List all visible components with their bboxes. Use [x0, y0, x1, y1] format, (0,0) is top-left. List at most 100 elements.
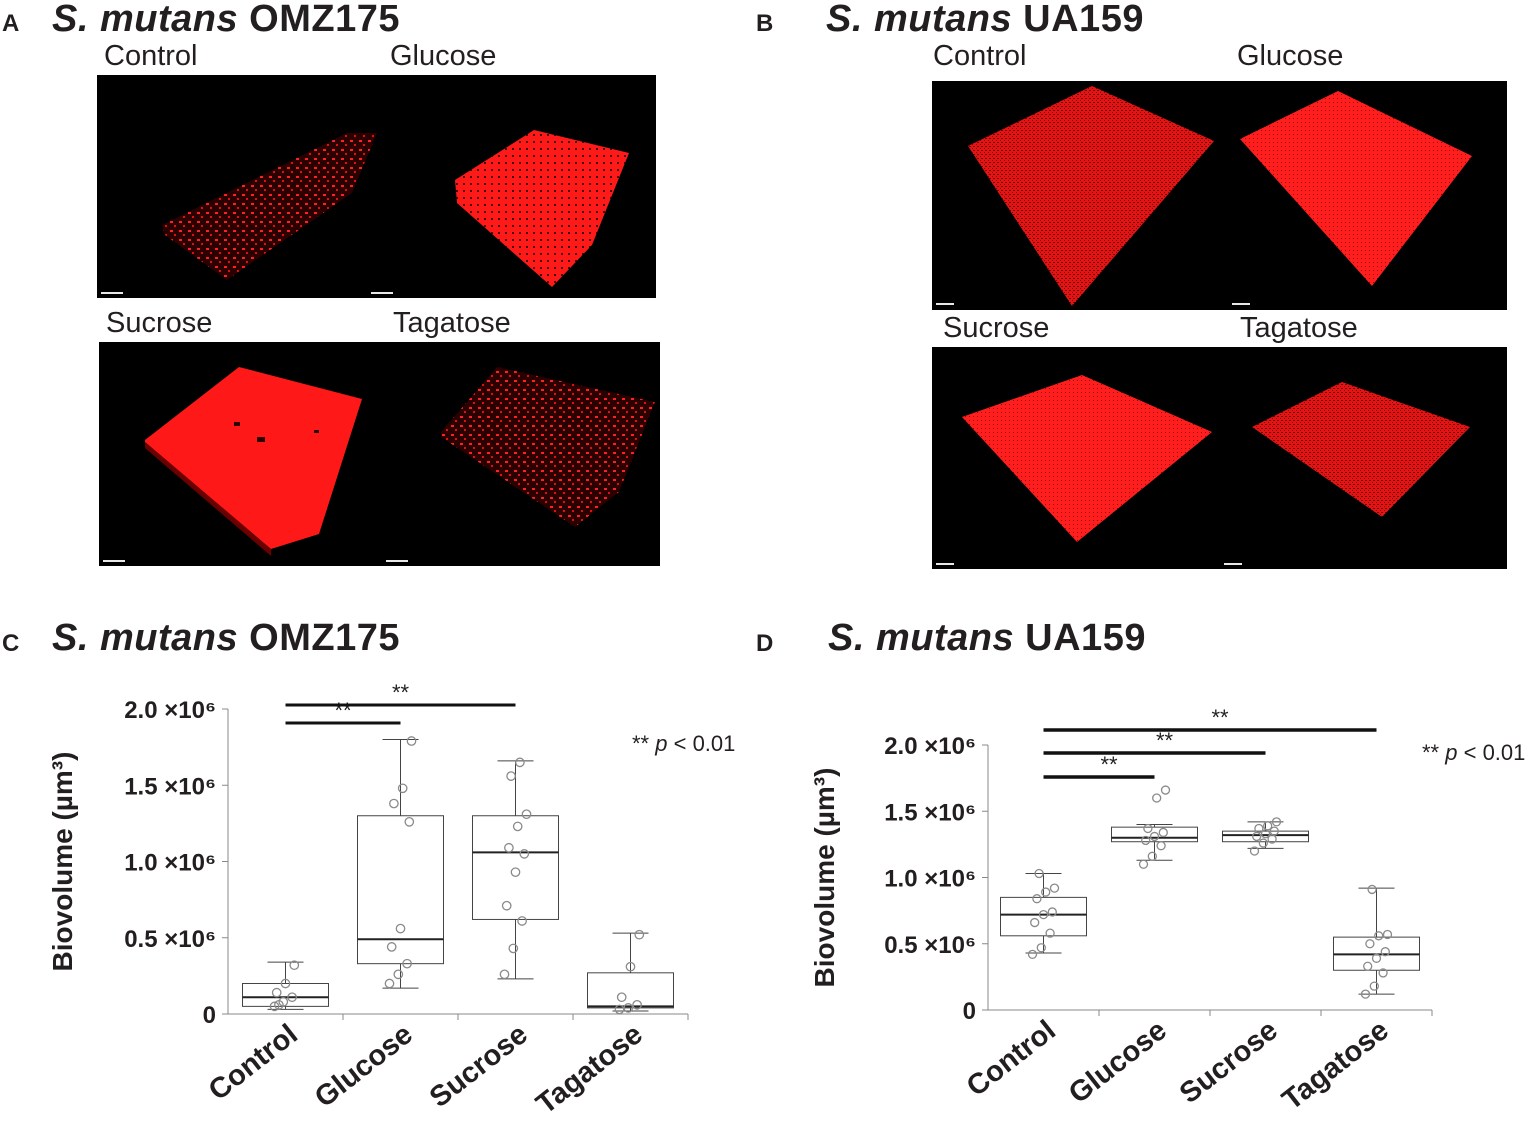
data-point [499, 969, 510, 980]
data-point [1271, 817, 1282, 827]
data-point [1032, 894, 1042, 904]
scale-bar [1224, 563, 1242, 565]
box [587, 972, 674, 1009]
biofilm-control-ua159 [968, 86, 1214, 306]
data-point [510, 867, 521, 878]
data-point [1254, 823, 1264, 834]
data-point [632, 999, 642, 1010]
annotation-stars: ** [1422, 740, 1445, 765]
data-point [1034, 868, 1044, 879]
data-point [269, 1001, 280, 1012]
data-point [1027, 949, 1038, 960]
data-point [287, 992, 297, 1003]
box-plot-ua159: 0 0.5 ×10⁶ 1.0 ×10⁶ 1.5 ×10⁶ 2.0 ×10⁶ Biovolu… [809, 705, 1525, 1117]
data-point [519, 849, 530, 859]
box [1222, 830, 1309, 843]
panel-b-micrograph-top [932, 81, 1507, 310]
scale-bar [386, 560, 408, 562]
data-point [501, 900, 512, 911]
data-point [289, 960, 300, 971]
panel-a-title-strain: OMZ175 [249, 0, 400, 40]
panel-letter-c: C [2, 630, 20, 657]
data-point [386, 942, 397, 952]
box [472, 815, 559, 920]
data-point [384, 978, 395, 989]
data-point [397, 783, 408, 794]
data-point [616, 992, 627, 1003]
data-point [389, 798, 399, 809]
y-tick-label: 1.5 ×10⁶ [884, 799, 976, 826]
data-point [1258, 838, 1268, 848]
scale-bar [936, 303, 954, 305]
scale-bar [101, 292, 123, 294]
y-tick-label: 1.5 ×10⁶ [124, 773, 216, 800]
data-point [1138, 859, 1149, 869]
x-category-label: Sucrose [424, 1018, 534, 1114]
panel-a-label-glucose: Glucose [390, 40, 497, 72]
p-value-annotation: ** p < 0.01 [632, 731, 735, 756]
y-tick-label: 2.0 ×10⁶ [884, 733, 976, 760]
x-category-label: Glucose [1063, 1014, 1173, 1110]
panel-b-micrograph-bottom [932, 347, 1507, 569]
p-value-annotation: ** p < 0.01 [1422, 740, 1525, 765]
data-point [1263, 821, 1273, 831]
panel-b-label-control: Control [933, 40, 1027, 72]
panel-b-title-species: S. mutans [826, 0, 1013, 40]
panel-a-top-svg [162, 130, 629, 287]
biofilm-glucose-ua159 [1240, 91, 1472, 286]
data-point [1365, 939, 1375, 949]
data-point [393, 969, 404, 980]
data-point [506, 771, 516, 781]
panel-letter-a: A [2, 10, 20, 37]
data-point [1158, 827, 1168, 838]
biofilm-tagatose-omz175 [441, 367, 655, 527]
data-point [1371, 953, 1382, 963]
scale-bar [936, 563, 954, 565]
x-category-label: Control [203, 1018, 304, 1107]
annotation-p: p [654, 731, 667, 756]
box [1111, 826, 1198, 843]
significance-stars: ** [392, 680, 410, 705]
y-tick-label: 0 [963, 998, 976, 1025]
biofilm-control-omz175 [162, 133, 377, 280]
data-point [1382, 929, 1393, 940]
significance-stars: ** [1211, 705, 1229, 730]
panel-d-title-strain: UA159 [1025, 617, 1146, 659]
data-point [623, 1003, 634, 1013]
panel-a-label-sucrose: Sucrose [106, 307, 213, 339]
panel-b-bottom-svg [962, 375, 1470, 542]
data-point [1369, 981, 1379, 991]
box [242, 983, 329, 1007]
y-tick-label: 0.5 ×10⁶ [884, 932, 976, 959]
data-point [517, 916, 527, 926]
annotation-p: p [1444, 740, 1457, 765]
panel-a-micrograph-bottom [99, 342, 660, 566]
data-point [1160, 785, 1171, 795]
panel-a-micrograph-top [97, 75, 656, 298]
panel-a-label-control: Control [104, 40, 198, 72]
panel-b-top-svg [968, 86, 1472, 306]
data-point [1143, 823, 1153, 834]
significance-stars: ** [1100, 752, 1118, 777]
data-point [402, 958, 412, 969]
panel-letter-d: D [756, 630, 774, 657]
panel-b-label-sucrose: Sucrose [943, 312, 1050, 344]
data-point [1252, 831, 1262, 842]
y-tick-label: 0 [203, 1002, 216, 1029]
data-point [508, 943, 519, 954]
data-point [1380, 947, 1390, 957]
significance-stars: ** [1156, 728, 1174, 753]
panel-a-title-species: S. mutans [52, 0, 239, 40]
data-point [1363, 961, 1373, 971]
panel-a-title: S. mutans OMZ175 [52, 0, 400, 41]
y-tick-label: 1.0 ×10⁶ [884, 866, 976, 893]
data-point [274, 999, 284, 1010]
y-axis-label: Biovolume (µm³) [47, 752, 78, 972]
data-point [404, 817, 415, 827]
panel-b-label-tagatose: Tagatose [1240, 312, 1358, 344]
panel-b-title-strain: UA159 [1023, 0, 1144, 40]
scale-bar [371, 292, 393, 294]
x-category-label: Glucose [309, 1018, 419, 1114]
panel-b-title: S. mutans UA159 [826, 0, 1144, 41]
data-point [1038, 909, 1049, 920]
